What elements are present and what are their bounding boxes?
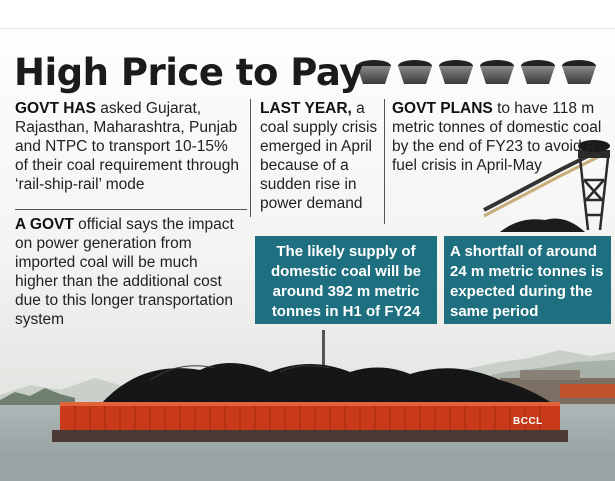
paragraph-govt-official: A GOVT official says the impact on power…	[15, 215, 245, 329]
divider	[384, 99, 385, 224]
paragraph-lead: A GOVT	[15, 216, 74, 233]
paragraph-lead: LAST YEAR,	[260, 100, 352, 117]
paragraph-text: a coal supply crisis emerged in April be…	[260, 100, 378, 212]
paragraph-text: official says the impact on power genera…	[15, 216, 234, 328]
coal-heaps	[100, 362, 555, 405]
barge	[52, 402, 568, 442]
supply-callout: The likely supply of domestic coal will …	[255, 236, 437, 324]
divider	[250, 99, 251, 217]
paragraph-text: to have 118 m metric tonnes of domestic …	[392, 100, 602, 174]
paragraph-text: asked Gujarat, Rajasthan, Maharashtra, P…	[15, 100, 240, 193]
page-title: High Price to Pay	[14, 51, 363, 94]
paragraph-govt-plans: GOVT PLANS to have 118 m metric tonnes o…	[392, 99, 607, 175]
paragraph-govt-has: GOVT HAS asked Gujarat, Rajasthan, Mahar…	[15, 99, 245, 194]
shortfall-callout: A shortfall of around 24 m metric tonnes…	[444, 236, 611, 324]
paragraph-lead: GOVT HAS	[15, 100, 96, 117]
paragraph-lead: GOVT PLANS	[392, 100, 493, 117]
coal-cart-icons	[357, 60, 596, 84]
photo-credit: BCCL	[513, 416, 543, 427]
paragraph-last-year: LAST YEAR, a coal supply crisis emerged …	[260, 99, 378, 213]
divider	[15, 209, 247, 210]
